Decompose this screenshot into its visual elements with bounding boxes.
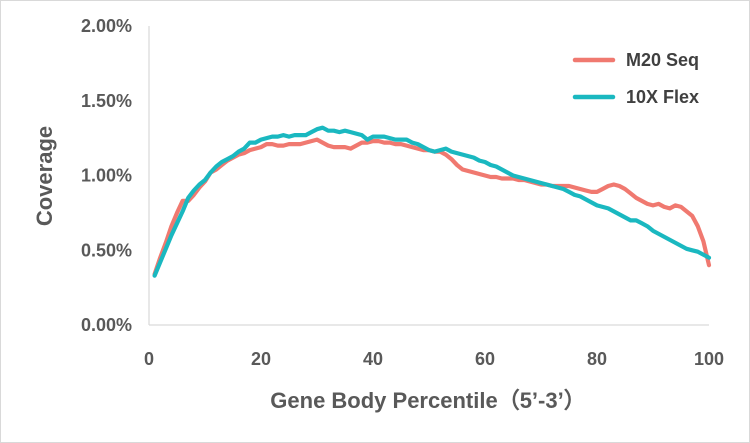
y-tick-label: 0.50% xyxy=(81,240,132,260)
x-tick-label: 0 xyxy=(144,349,154,369)
x-tick-label: 80 xyxy=(587,349,607,369)
x-axis-title: Gene Body Percentile（5’-3’） xyxy=(270,388,585,413)
series-line-10x-flex xyxy=(152,125,712,278)
legend: M20 Seq 10X Flex xyxy=(572,50,699,107)
y-tick-label: 2.00% xyxy=(81,16,132,36)
y-axis-title: Coverage xyxy=(32,126,57,226)
legend-label: 10X Flex xyxy=(626,87,699,107)
x-tick-label: 60 xyxy=(475,349,495,369)
series-line-m20-seq xyxy=(152,137,712,277)
legend-label: M20 Seq xyxy=(626,50,699,70)
x-tick-label: 40 xyxy=(363,349,383,369)
y-tick-label: 1.50% xyxy=(81,91,132,111)
axes: 0.00% 0.50% 1.00% 1.50% 2.00% 0 20 40 60 80 100 xyxy=(81,16,724,369)
series-layer xyxy=(152,125,712,278)
y-tick-label: 0.00% xyxy=(81,315,132,335)
x-tick-label: 100 xyxy=(694,349,724,369)
y-tick-label: 1.00% xyxy=(81,166,132,186)
x-tick-label: 20 xyxy=(251,349,271,369)
